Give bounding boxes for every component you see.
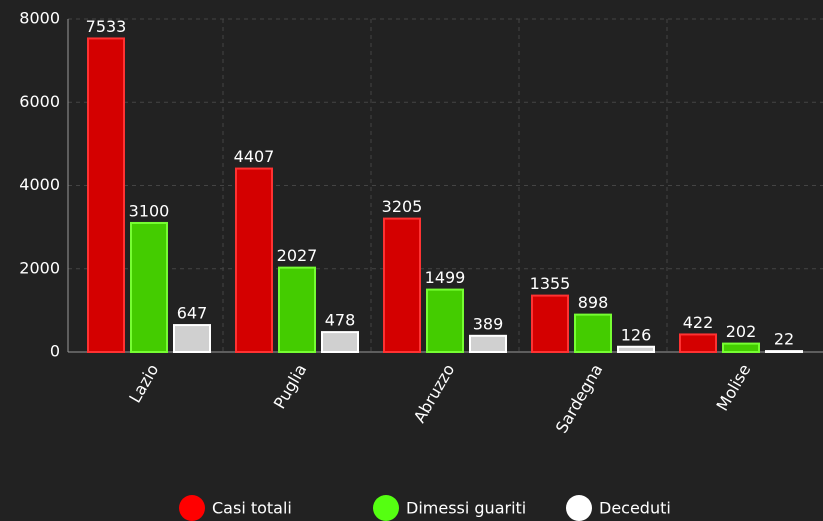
bar [574,313,612,354]
y-tick-label: 2000 [19,258,60,277]
bar [321,331,359,353]
bar [469,334,507,353]
x-tick-label: Puglia [270,361,311,412]
data-label: 647 [177,304,208,323]
legend-marker [373,495,399,521]
y-tick-label: 8000 [19,9,60,28]
x-tick-label: Abruzzo [410,361,459,426]
bar [87,37,125,353]
legend-marker [566,495,592,521]
y-tick-label: 6000 [19,92,60,111]
bar [765,350,803,354]
data-label: 22 [774,330,794,349]
data-label: 202 [726,322,757,341]
bar [235,167,273,353]
data-label: 126 [621,325,652,344]
data-label: 4407 [234,147,275,166]
bar [383,217,421,353]
bar [722,342,760,353]
legend-label: Dimessi guariti [406,499,526,518]
x-tick-label: Lazio [125,361,162,406]
x-tick-label: Sardegna [552,361,607,437]
data-label: 7533 [86,17,127,36]
bar [679,333,717,354]
bar [173,324,211,354]
data-label: 2027 [277,246,318,265]
legend-label: Casi totali [212,499,292,518]
bar [278,266,316,354]
bar [531,294,569,353]
bar [426,288,464,353]
bar [617,345,655,353]
data-label: 1499 [425,268,466,287]
data-label: 389 [473,314,504,333]
data-label: 478 [325,311,356,330]
y-tick-label: 0 [50,342,60,361]
x-tick-label: Molise [713,361,755,414]
bar [130,221,168,353]
data-label: 3100 [129,201,170,220]
data-label: 1355 [530,274,571,293]
legend-label: Deceduti [599,499,671,518]
legend-marker [179,495,205,521]
data-label: 3205 [382,197,423,216]
y-tick-label: 4000 [19,175,60,194]
data-label: 422 [683,313,714,332]
data-label: 898 [578,293,609,312]
